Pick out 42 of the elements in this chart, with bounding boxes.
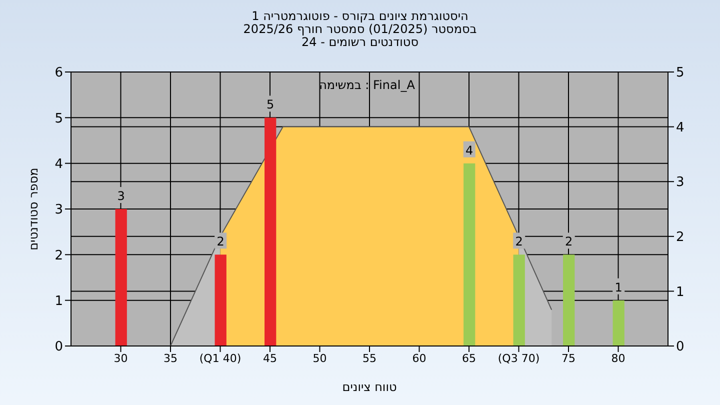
y-tick-label: 3 bbox=[54, 202, 63, 218]
x-tick-label: 45 bbox=[263, 352, 277, 365]
x-tick-label: 50 bbox=[312, 352, 327, 365]
y2-tick-label: 4 bbox=[676, 120, 684, 136]
x-tick-label: 65 bbox=[462, 352, 476, 365]
y-axis-title: מספר סטודנטים bbox=[26, 168, 40, 250]
y-tick-label: 4 bbox=[54, 156, 63, 172]
data-label: 2 bbox=[565, 234, 573, 249]
bar bbox=[612, 300, 624, 346]
data-label: 3 bbox=[117, 189, 125, 203]
x-tick-label: 30 bbox=[114, 352, 128, 365]
chart-title: היסטוגרמת ציונים בקורס - פוטוגרמטריה 1 bbox=[250, 9, 470, 23]
y-tick-label: 0 bbox=[54, 340, 63, 355]
y2-tick-label: 0 bbox=[676, 340, 684, 355]
data-label: 2 bbox=[515, 234, 523, 249]
y2-tick-label: 1 bbox=[676, 284, 684, 300]
y-tick-label: 5 bbox=[54, 111, 63, 126]
x-tick-label: 35 bbox=[164, 352, 178, 365]
x-tick-label: 55 bbox=[362, 352, 376, 365]
x-tick-label: (Q3 70) bbox=[498, 352, 540, 365]
data-label: 4 bbox=[466, 143, 474, 158]
y-tick-label: 1 bbox=[54, 294, 63, 309]
y2-tick-label: 5 bbox=[676, 66, 684, 81]
bar bbox=[214, 254, 226, 346]
data-label: 1 bbox=[614, 280, 622, 294]
data-label: 2 bbox=[216, 234, 224, 249]
bar bbox=[115, 209, 127, 346]
chart-subtitle: בסמסטר (01/2025) סמסטר חורף 2025/26 סטודנטים רשומים - 24 bbox=[242, 22, 478, 49]
bar bbox=[563, 254, 575, 346]
annotation: במשימה : Final_A bbox=[319, 78, 415, 92]
x-tick-label: 80 bbox=[611, 352, 626, 365]
x-tick-label: 60 bbox=[412, 352, 426, 365]
bar bbox=[264, 118, 276, 346]
y-tick-label: 2 bbox=[54, 248, 63, 264]
x-tick-label: (Q1 40) bbox=[199, 352, 242, 365]
data-label: 5 bbox=[266, 98, 274, 112]
x-axis-title: טווח ציונים bbox=[342, 380, 397, 394]
y-tick-label: 6 bbox=[54, 66, 63, 81]
x-tick-label: 75 bbox=[562, 352, 576, 365]
y2-tick-label: 3 bbox=[676, 175, 684, 190]
y2-tick-label: 2 bbox=[676, 230, 684, 246]
bar bbox=[464, 163, 476, 346]
